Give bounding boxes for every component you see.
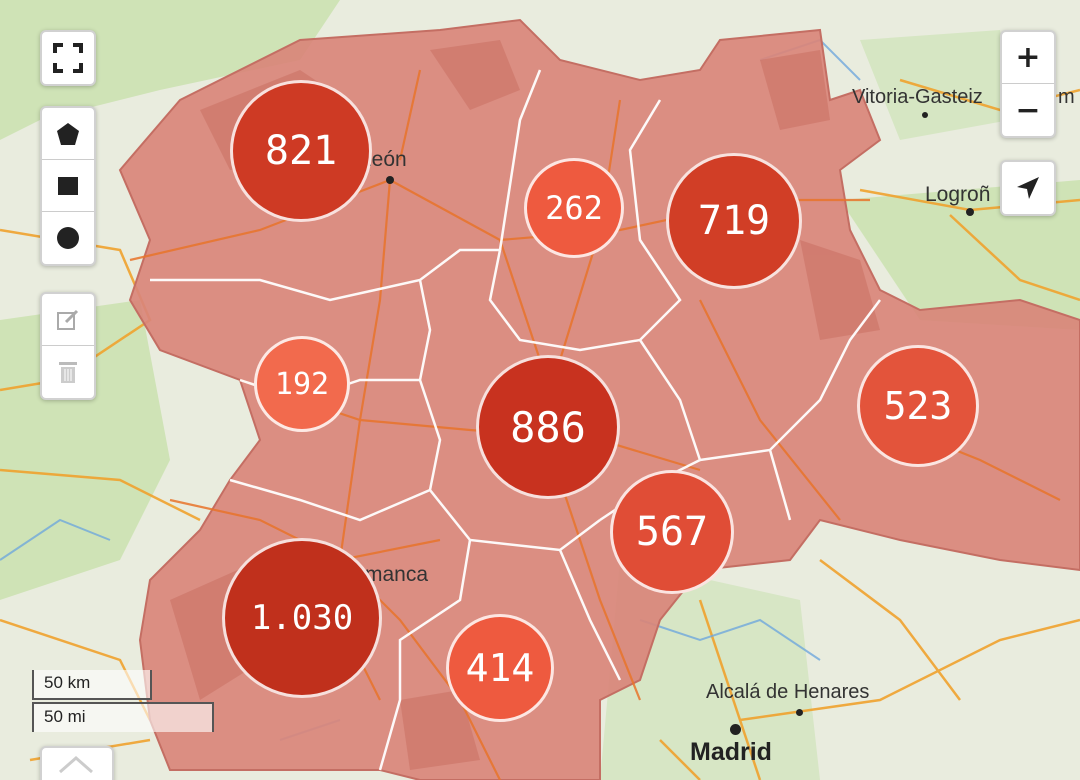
cluster-count: 192: [274, 366, 330, 402]
place-label-alcala: Alcalá de Henares: [706, 681, 870, 703]
zoom-out-label: −: [1015, 92, 1041, 128]
city-dot-vitoria: [922, 112, 928, 118]
city-dot-leon: [386, 176, 394, 184]
circle-icon: [57, 227, 79, 249]
zoom-in-label: +: [1015, 40, 1041, 75]
draw-circle-button[interactable]: [42, 212, 94, 264]
cluster-count: 719: [697, 198, 771, 244]
cluster-count: 821: [264, 128, 338, 174]
fullscreen-button[interactable]: [42, 32, 94, 84]
cluster-marker[interactable]: 719: [666, 153, 802, 289]
place-label-logrono: Logroñ: [925, 183, 991, 206]
draw-toolbar: [40, 106, 96, 266]
edit-layers-button[interactable]: [42, 294, 94, 346]
city-dot-logrono: [966, 208, 974, 216]
edit-toolbar: [40, 292, 96, 400]
place-label-vitoria: Vitoria-Gasteiz: [852, 86, 983, 108]
edit-icon: [57, 309, 79, 330]
place-label-salamanca: manca: [365, 563, 429, 586]
draw-rectangle-button[interactable]: [42, 160, 94, 212]
zoom-in-button[interactable]: +: [1002, 32, 1054, 84]
cluster-marker[interactable]: 262: [524, 158, 624, 258]
city-dot-alcala: [796, 709, 803, 716]
rectangle-icon: [58, 176, 78, 195]
cluster-marker[interactable]: 192: [254, 336, 350, 432]
delete-layers-button[interactable]: [42, 346, 94, 398]
cluster-marker[interactable]: 1.030: [222, 538, 382, 698]
cluster-marker[interactable]: 886: [476, 355, 620, 499]
fullscreen-icon: [53, 43, 83, 73]
chevron-up-icon: [59, 756, 93, 774]
polygon-icon: [57, 122, 79, 145]
cluster-count: 567: [635, 509, 709, 555]
scale-bar-mi: 50 mi: [32, 702, 214, 732]
layers-control[interactable]: [40, 746, 114, 780]
zoom-control: + −: [1000, 30, 1056, 138]
trash-icon: [59, 362, 77, 383]
fullscreen-control: [40, 30, 96, 86]
scale-mi-label: 50 mi: [44, 707, 86, 726]
cluster-count: 1.030: [250, 598, 354, 638]
cluster-marker[interactable]: 821: [230, 80, 372, 222]
zoom-out-button[interactable]: −: [1002, 84, 1054, 136]
cluster-marker[interactable]: 414: [446, 614, 554, 722]
cluster-marker[interactable]: 523: [857, 345, 979, 467]
cluster-count: 262: [545, 189, 603, 227]
place-label-madrid: Madrid: [690, 738, 772, 766]
locate-button[interactable]: [1002, 162, 1054, 214]
locate-control: [1000, 160, 1056, 216]
location-arrow-icon: [1017, 177, 1039, 199]
cluster-marker[interactable]: 567: [610, 470, 734, 594]
scale-bar-km: 50 km: [32, 670, 152, 700]
scale-km-label: 50 km: [44, 673, 91, 692]
draw-polygon-button[interactable]: [42, 108, 94, 160]
cluster-count: 414: [465, 646, 535, 690]
place-label-m: m: [1058, 86, 1075, 108]
cluster-count: 523: [883, 384, 953, 428]
city-dot-madrid: [730, 724, 741, 735]
cluster-count: 886: [510, 402, 586, 452]
